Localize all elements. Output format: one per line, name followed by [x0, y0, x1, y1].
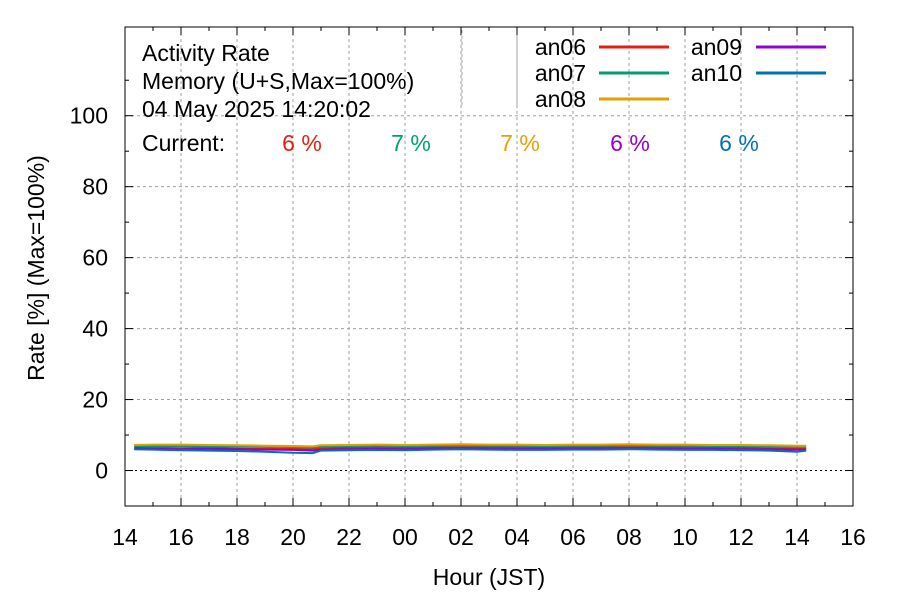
y-axis-label: Rate [%] (Max=100%)	[23, 155, 49, 381]
legend-label-an06: an06	[535, 34, 586, 60]
x-tick-label: 12	[728, 524, 754, 550]
x-tick-label: 08	[616, 524, 642, 550]
x-tick-label: 18	[224, 524, 250, 550]
current-label: Current:	[142, 130, 225, 156]
y-tick-label: 60	[82, 245, 108, 271]
series-lines	[134, 443, 807, 455]
current-value-an09: 6 %	[610, 130, 650, 156]
x-tick-label: 16	[168, 524, 194, 550]
y-tick-label: 0	[95, 458, 108, 484]
y-tick-label: 20	[82, 387, 108, 413]
grid-lines	[125, 27, 853, 506]
legend-label-an10: an10	[691, 60, 742, 86]
current-value-an10: 6 %	[719, 130, 759, 156]
chart-title-line-3: 04 May 2025 14:20:02	[142, 96, 371, 122]
x-tick-label: 22	[336, 524, 362, 550]
series-line-an06	[134, 446, 807, 451]
x-tick-label: 00	[392, 524, 418, 550]
x-tick-label: 16	[840, 524, 866, 550]
legend-label-an08: an08	[535, 86, 586, 112]
legend-label-an09: an09	[691, 34, 742, 60]
x-axis-label: Hour (JST)	[433, 564, 545, 590]
x-tick-label: 04	[504, 524, 530, 550]
y-tick-label: 80	[82, 174, 108, 200]
current-value-an08: 7 %	[500, 130, 540, 156]
x-tick-label: 14	[784, 524, 810, 550]
series-line-an08	[134, 443, 807, 448]
current-value-an06: 6 %	[282, 130, 322, 156]
x-tick-label: 20	[280, 524, 306, 550]
chart-title-line-2: Memory (U+S,Max=100%)	[142, 68, 414, 94]
y-tick-label: 40	[82, 316, 108, 342]
x-tick-label: 10	[672, 524, 698, 550]
y-tick-label: 100	[70, 103, 108, 129]
chart-title-line-1: Activity Rate	[142, 40, 270, 66]
current-value-an07: 7 %	[391, 130, 431, 156]
x-tick-label: 14	[112, 524, 138, 550]
legend-label-an07: an07	[535, 60, 586, 86]
x-tick-label: 02	[448, 524, 474, 550]
current-values: 6 % 7 % 7 % 6 % 6 %	[282, 130, 759, 156]
series-line-an10	[134, 448, 807, 455]
x-tick-label: 06	[560, 524, 586, 550]
axis-ticks: 14 16 18 20 22 00 02 04 06 08 10 12 14 16 0 20 40 60 80 100	[70, 27, 866, 550]
